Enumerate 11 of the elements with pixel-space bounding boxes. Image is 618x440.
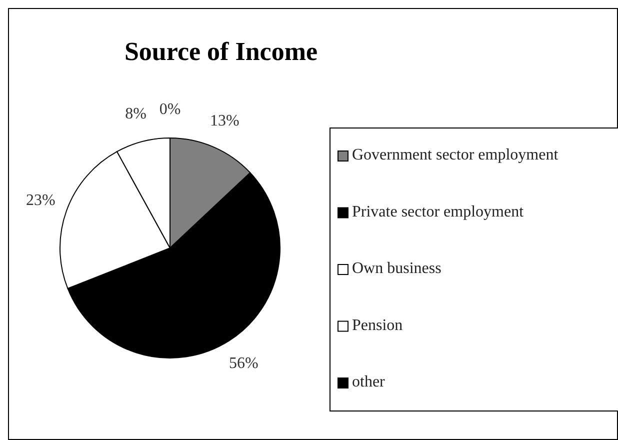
- legend-label: Private sector employment: [352, 203, 524, 220]
- legend-label: Pension: [352, 316, 403, 334]
- legend-label: Government sector employment: [352, 146, 559, 164]
- text: 0%: [159, 101, 181, 118]
- data-label: 23%: [26, 192, 56, 210]
- data-label: 56%: [229, 354, 258, 372]
- legend-label: Own business: [352, 260, 442, 278]
- chart-title: Source of Income: [124, 37, 318, 66]
- data-label: 13%: [210, 112, 240, 130]
- legend-label: other: [352, 374, 386, 391]
- data-label: 8%: [125, 105, 146, 122]
